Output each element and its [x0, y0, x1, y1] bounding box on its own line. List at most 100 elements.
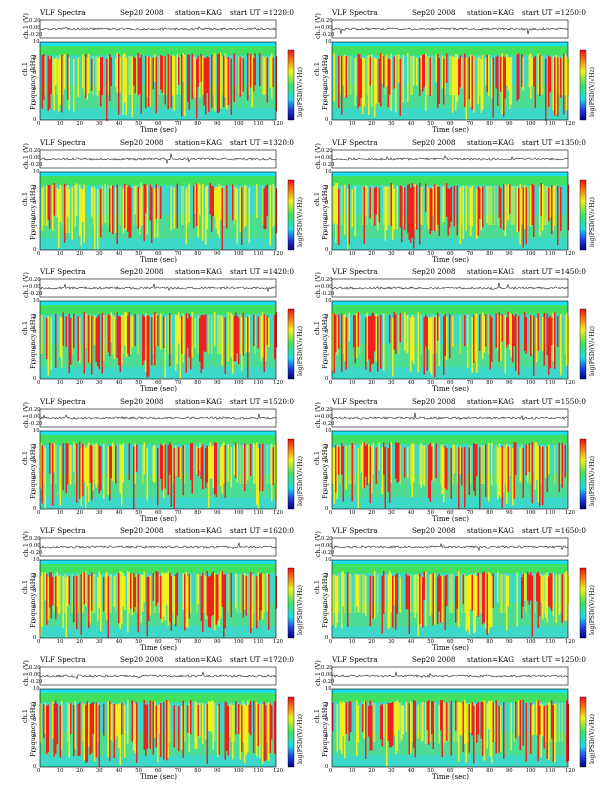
spectral-intensity-cell — [94, 187, 96, 250]
spectral-intensity-cell — [372, 312, 374, 364]
spectral-intensity-cell — [519, 447, 521, 483]
time-tick-label: 90 — [506, 121, 513, 127]
spectral-intensity-cell — [504, 574, 506, 613]
time-tick-label: 30 — [96, 251, 103, 257]
spectral-intensity-cell — [521, 577, 523, 619]
time-tick-label: 10 — [348, 121, 356, 127]
spectral-intensity-cell — [218, 183, 220, 239]
spectral-intensity-cell — [455, 700, 457, 731]
spectral-intensity-cell — [190, 574, 192, 613]
spectral-intensity-cell — [515, 701, 517, 739]
spectral-intensity-cell — [200, 53, 202, 82]
spectral-intensity-cell — [357, 312, 359, 347]
spectral-intensity-cell — [374, 188, 376, 226]
spectrogram-frame — [331, 41, 569, 121]
time-tick-label: 70 — [174, 639, 182, 645]
spectral-intensity-cell — [339, 445, 341, 484]
spectral-intensity-cell — [104, 574, 106, 613]
spectral-intensity-cell — [95, 56, 97, 95]
spectral-intensity-cell — [247, 316, 249, 378]
time-tick-label: 60 — [155, 121, 162, 127]
spectral-intensity-cell — [91, 445, 93, 501]
spectral-intensity-cell — [497, 571, 499, 603]
spectrogram-panel: VLF Spectra Sep20 2008 station=KAG start UT… — [20, 654, 306, 781]
spectral-intensity-cell — [545, 447, 547, 479]
spectral-intensity-cell — [374, 315, 376, 352]
spectral-intensity-cell — [59, 184, 61, 222]
spectral-intensity-cell — [513, 316, 515, 347]
time-tick-label: 40 — [407, 768, 415, 774]
spectral-intensity-cell — [420, 55, 422, 89]
spectral-intensity-cell — [476, 188, 478, 239]
spectral-intensity-cell — [564, 54, 566, 96]
spectral-intensity-cell — [351, 443, 353, 502]
spectral-intensity-cell — [94, 445, 96, 484]
upper-ylabel: ch.1 (V) — [314, 272, 322, 298]
spectral-intensity-cell — [134, 313, 136, 347]
time-tick-label: 40 — [115, 510, 123, 516]
spectral-intensity-cell — [393, 188, 395, 230]
upper-tick-label: -0.20 — [321, 550, 335, 556]
spectral-intensity-cell — [497, 447, 499, 500]
spectral-intensity-cell — [62, 575, 64, 628]
spectral-intensity-cell — [181, 54, 183, 117]
spectral-intensity-cell — [342, 446, 344, 502]
spectral-intensity-cell — [539, 705, 541, 735]
spectral-intensity-cell — [432, 701, 434, 749]
spectral-intensity-cell — [537, 53, 539, 95]
spectral-intensity-cell — [524, 572, 526, 601]
spectral-intensity-cell — [205, 447, 207, 489]
spectral-intensity-cell — [533, 315, 535, 376]
spectral-intensity-cell — [552, 705, 554, 762]
time-tick-label: 20 — [368, 251, 375, 257]
spectral-intensity-cell — [103, 576, 105, 612]
upper-ylabel: ch.1 (V) — [314, 13, 322, 39]
spectral-intensity-cell — [551, 700, 553, 739]
waveform-plot — [331, 537, 569, 557]
spectrogram-frame — [331, 688, 569, 768]
time-tick-label: 40 — [407, 251, 415, 257]
time-tick-label: 120 — [565, 251, 575, 257]
spectral-intensity-cell — [348, 183, 350, 245]
spectral-intensity-cell — [185, 188, 187, 245]
spectral-intensity-cell — [399, 445, 401, 484]
spectral-intensity-cell — [188, 183, 190, 223]
spectral-intensity-cell — [413, 700, 415, 749]
spectral-intensity-cell — [426, 186, 428, 225]
spectral-intensity-cell — [497, 55, 499, 107]
spectral-intensity-cell — [182, 445, 184, 496]
spectral-intensity-cell — [482, 701, 484, 756]
time-tick-label: 50 — [427, 639, 434, 645]
time-tick-label: 0 — [329, 510, 333, 516]
spectral-intensity-cell — [548, 444, 550, 475]
spectral-intensity-cell — [134, 704, 136, 754]
spectral-intensity-cell — [128, 572, 130, 614]
spectral-intensity-cell — [155, 313, 157, 347]
spectral-intensity-cell — [247, 574, 249, 613]
spectral-intensity-cell — [232, 705, 234, 760]
spectral-intensity-cell — [432, 442, 434, 481]
spectral-intensity-cell — [221, 187, 223, 250]
spectral-intensity-cell — [188, 54, 190, 110]
spectral-intensity-cell — [43, 186, 45, 225]
spectral-intensity-cell — [173, 576, 175, 624]
spectral-intensity-cell — [211, 54, 213, 108]
spectral-intensity-cell — [516, 572, 518, 627]
spectrogram-plot — [331, 559, 569, 639]
time-tick-label: 50 — [135, 121, 142, 127]
spectral-intensity-cell — [221, 443, 223, 494]
spectral-intensity-cell — [233, 53, 235, 103]
time-tick-label: 0 — [329, 251, 333, 257]
time-tick-label: 90 — [214, 380, 221, 386]
spectral-intensity-cell — [365, 576, 367, 617]
spectrogram-frame — [39, 171, 277, 251]
spectral-intensity-cell — [83, 56, 85, 95]
spectral-intensity-cell — [212, 445, 214, 488]
spectral-intensity-cell — [407, 575, 409, 609]
spectral-intensity-cell — [504, 57, 506, 99]
time-tick-label: 60 — [447, 251, 454, 257]
ch1-short-label: ch.1 — [313, 61, 321, 76]
spectral-intensity-cell — [70, 317, 72, 365]
frequency-tick-label: 2 — [325, 748, 329, 755]
spectral-intensity-cell — [169, 313, 171, 367]
